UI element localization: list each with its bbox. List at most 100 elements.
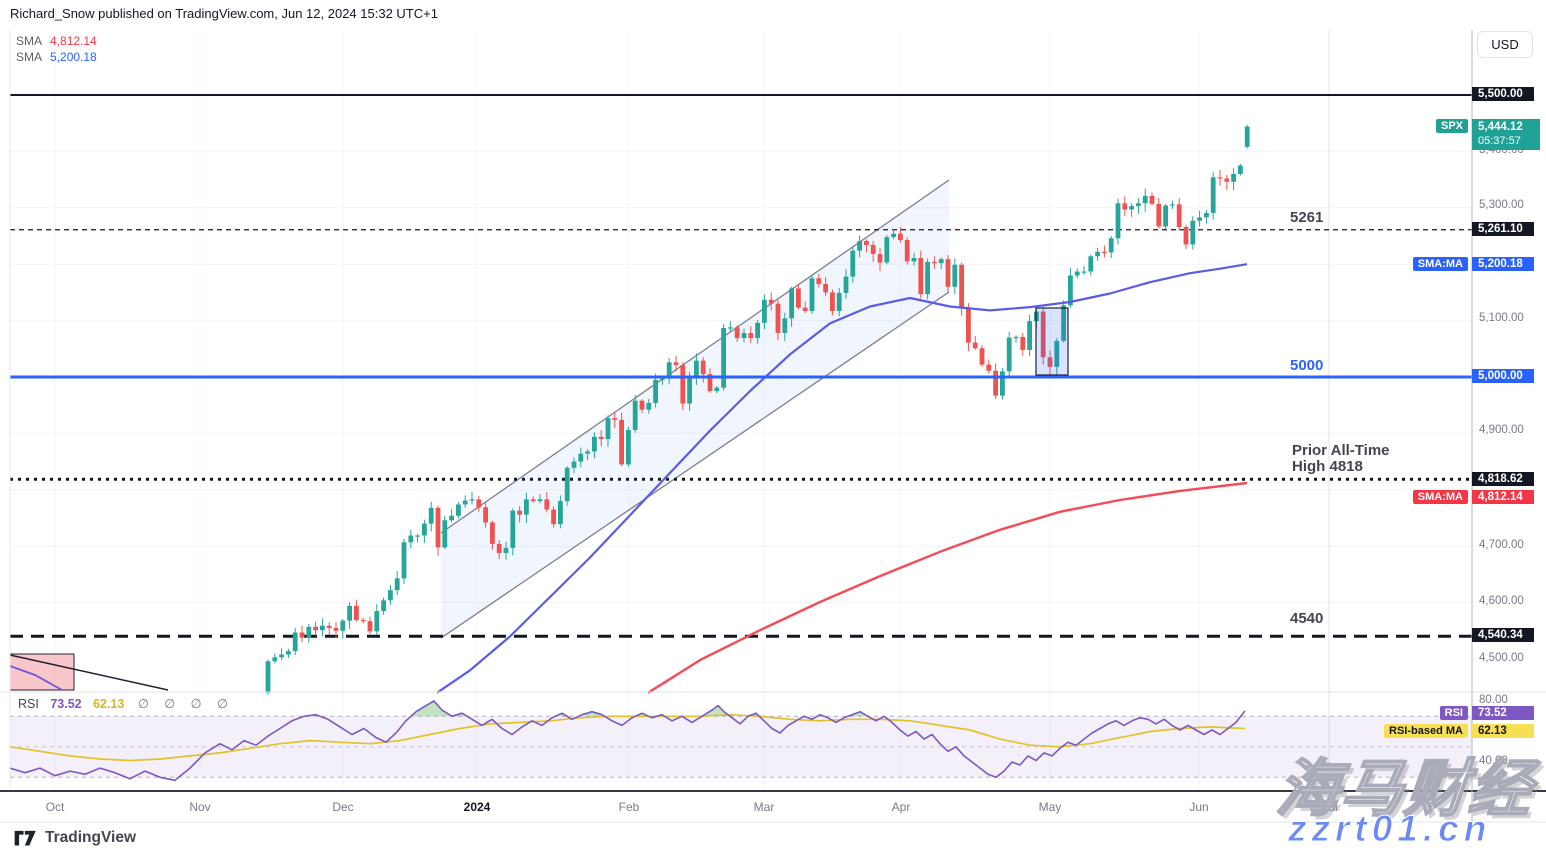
candle-body [381,600,386,612]
candle-body [490,522,495,544]
candle-body [483,507,488,523]
key-level-price-label: 4,540.34 [1472,628,1534,642]
candle-body [1068,275,1073,306]
candle-body [333,627,339,631]
candle-body [775,303,781,334]
candle-body [1027,321,1032,350]
candle-body [986,364,992,371]
rsi-legend[interactable]: RSI 73.52 62.13 ∅ ∅ ∅ ∅ [18,696,234,711]
candle-body [1217,177,1223,179]
sma-legend-row-slow[interactable]: SMA 4,812.14 [16,33,97,49]
candle-body [313,626,318,631]
sma-label: SMA [16,50,43,64]
candle-body [700,360,706,375]
candle-body [510,510,516,548]
rsi-legend-ma-value: 62.13 [93,697,125,711]
sma-legend: SMA 4,812.14 SMA 5,200.18 [16,33,97,65]
candle-body [469,499,475,501]
candle-body [836,292,842,312]
key-level-price-label: 5,500.00 [1472,87,1534,101]
candle-body [1142,195,1148,204]
candle-body [850,250,856,277]
candle-body [598,436,604,440]
rsi-based-ma-line [9,713,1246,762]
candle-body [299,632,305,638]
candle-body [891,233,896,238]
candle-body [544,499,550,510]
candle-body [1136,203,1141,207]
rsi-overbought-fill [411,701,452,717]
symbol-badge: SPX [1435,119,1468,133]
candle-body [1244,126,1250,147]
rsi-legend-value: 73.52 [50,697,82,711]
time-axis-label: Oct [45,800,65,814]
candle-body [524,499,529,515]
annotation-prior-ath: Prior All-Time High 4818 [1292,443,1390,475]
time-axis-label: Apr [891,800,911,814]
candle-body [367,621,373,632]
candle-body [843,276,849,293]
candle-body [1197,217,1202,221]
tradingview-branding[interactable]: TradingView [14,829,136,847]
candle-body [388,590,393,601]
candle-body [415,535,420,537]
annotation-prior-ath-line2: High 4818 [1292,458,1363,475]
candle-body [660,378,665,380]
black-trendline [9,654,169,691]
purple-line-fragment [9,665,63,691]
time-axis-label: Mar [753,800,775,814]
tradingview-logo-icon [14,830,36,846]
candle-body [456,504,461,516]
sma-legend-row-fast[interactable]: SMA 5,200.18 [16,49,97,65]
candle-body [503,547,509,553]
candle-body [673,362,679,366]
pink-pattern-box [9,653,75,691]
candle-body [1081,271,1087,273]
time-axis-label: 2024 [463,800,491,814]
candle-body [1238,165,1243,174]
sma-50-line [436,263,1248,694]
candle-body [714,387,720,392]
last-price-value: 5,444.12 [1478,121,1523,133]
annotation-4540: 4540 [1290,610,1324,627]
candle-body [1156,203,1162,227]
candle-body [966,307,971,343]
candle-body [721,327,726,388]
candle-body [748,333,754,339]
candle-body [993,370,998,396]
candle-body [320,625,325,631]
candle-body [802,307,808,312]
candle-body [1000,371,1005,396]
candle-body [286,651,291,655]
candle-body [782,318,788,334]
candle-body [884,237,890,263]
currency-button[interactable]: USD [1477,31,1533,58]
candle-body [564,467,570,502]
highlight-box [1035,307,1069,376]
candle-body [646,402,652,410]
candle-body [830,292,835,312]
candle-body [768,299,774,304]
rsi-line [9,700,1246,782]
candle-body [1088,256,1094,272]
candle-body [537,499,543,502]
time-axis-label: Jul [1322,800,1338,814]
candle-body [422,523,427,536]
candle-body [680,365,686,404]
sma-slow-price-label: 4,812.14 [1472,490,1534,504]
candle-body [585,451,590,454]
candle-body [632,400,638,431]
candle-body [755,322,760,339]
candle-body [1115,203,1121,239]
candle-body [279,654,284,658]
candle-body [734,327,740,339]
candle-body [728,327,733,329]
sma-slow-badge: SMA:MA [1412,490,1468,504]
sma-fast-price-label: 5,200.18 [1472,257,1534,271]
candle-body [476,499,482,508]
candle-body [789,288,794,319]
candle-body [530,499,536,502]
candle-body [816,278,822,284]
